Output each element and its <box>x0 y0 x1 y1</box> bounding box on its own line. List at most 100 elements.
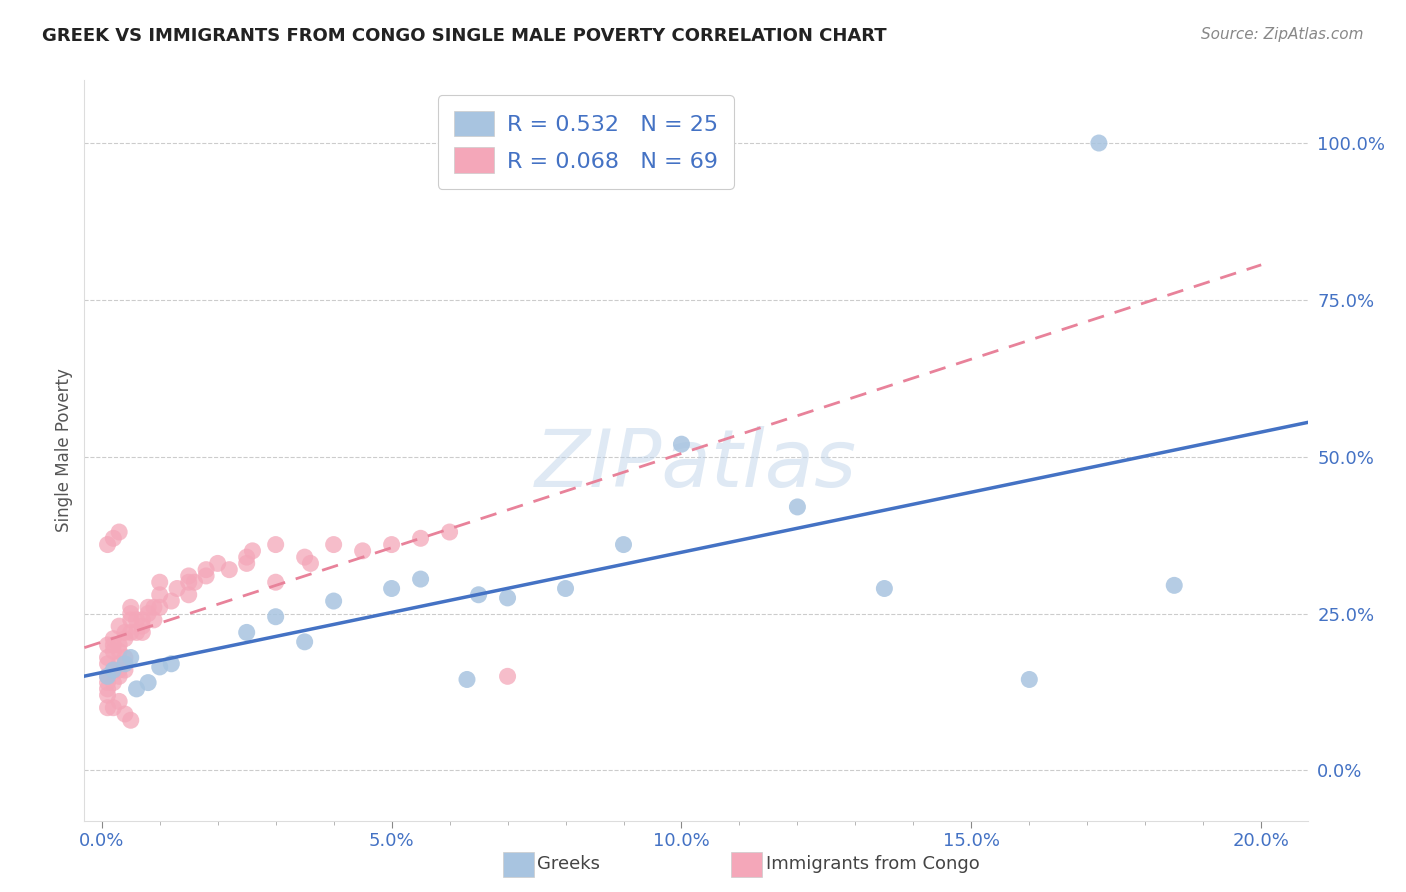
Point <box>108 638 131 652</box>
Point <box>322 594 344 608</box>
Point <box>439 524 461 539</box>
Point <box>671 437 693 451</box>
Point <box>496 669 519 683</box>
Point <box>96 688 118 702</box>
Text: Immigrants from Congo: Immigrants from Congo <box>766 855 980 873</box>
Point <box>183 575 205 590</box>
Point <box>136 600 159 615</box>
Y-axis label: Single Male Poverty: Single Male Poverty <box>55 368 73 533</box>
Point <box>235 557 257 571</box>
Point <box>103 663 125 677</box>
Point <box>125 613 148 627</box>
Point <box>467 588 489 602</box>
Point <box>120 650 142 665</box>
Text: ZIPatlas: ZIPatlas <box>534 426 858 504</box>
Text: Source: ZipAtlas.com: Source: ZipAtlas.com <box>1201 27 1364 42</box>
Point <box>103 632 125 646</box>
Point <box>409 531 432 545</box>
Point <box>114 706 136 721</box>
Point <box>554 582 576 596</box>
Point <box>381 538 404 552</box>
Point <box>264 538 287 552</box>
Point <box>96 638 118 652</box>
Point <box>160 594 183 608</box>
Point <box>149 575 172 590</box>
Point <box>103 531 125 545</box>
Point <box>136 675 159 690</box>
Point <box>108 669 131 683</box>
Point <box>96 669 118 683</box>
Point <box>103 638 125 652</box>
Point <box>120 713 142 727</box>
Point <box>786 500 808 514</box>
Point <box>352 544 374 558</box>
Point <box>125 681 148 696</box>
Point <box>114 657 136 671</box>
Point <box>456 673 478 687</box>
Point <box>264 609 287 624</box>
Point <box>612 538 634 552</box>
Point <box>103 675 125 690</box>
Point <box>103 644 125 658</box>
Point <box>120 613 142 627</box>
Point <box>114 650 136 665</box>
Point <box>195 569 218 583</box>
Point <box>409 572 432 586</box>
Point <box>120 600 142 615</box>
Point <box>108 619 131 633</box>
Point <box>1088 136 1111 150</box>
Point <box>108 657 131 671</box>
Point <box>96 650 118 665</box>
Point <box>120 625 142 640</box>
Point <box>108 694 131 708</box>
Point <box>177 569 200 583</box>
Point <box>114 625 136 640</box>
Point <box>142 600 165 615</box>
Point <box>242 544 264 558</box>
Point <box>1018 673 1040 687</box>
Point <box>114 663 136 677</box>
Point <box>96 700 118 714</box>
Point <box>160 657 183 671</box>
Point <box>294 635 316 649</box>
Point <box>177 575 200 590</box>
Point <box>149 588 172 602</box>
Point <box>1163 578 1185 592</box>
Point <box>235 550 257 565</box>
Point <box>322 538 344 552</box>
Point <box>96 675 118 690</box>
Point <box>96 669 118 683</box>
Point <box>149 660 172 674</box>
Point <box>114 632 136 646</box>
Point <box>108 663 131 677</box>
Point <box>103 663 125 677</box>
Point <box>96 681 118 696</box>
Point <box>299 557 322 571</box>
Point <box>177 588 200 602</box>
Point <box>125 625 148 640</box>
Point <box>207 557 229 571</box>
Point <box>142 613 165 627</box>
Point <box>96 538 118 552</box>
Text: Greeks: Greeks <box>537 855 600 873</box>
Point <box>235 625 257 640</box>
Point <box>103 700 125 714</box>
Point <box>496 591 519 605</box>
Text: GREEK VS IMMIGRANTS FROM CONGO SINGLE MALE POVERTY CORRELATION CHART: GREEK VS IMMIGRANTS FROM CONGO SINGLE MA… <box>42 27 887 45</box>
Point <box>120 607 142 621</box>
Point <box>166 582 188 596</box>
Point <box>131 625 153 640</box>
Point <box>294 550 316 565</box>
Point <box>381 582 404 596</box>
Point <box>108 524 131 539</box>
Point <box>131 619 153 633</box>
Point <box>149 600 172 615</box>
Point <box>96 657 118 671</box>
Point <box>264 575 287 590</box>
Legend: R = 0.532   N = 25, R = 0.068   N = 69: R = 0.532 N = 25, R = 0.068 N = 69 <box>439 95 734 188</box>
Point <box>873 582 896 596</box>
Point <box>108 644 131 658</box>
Point <box>218 563 240 577</box>
Point <box>136 607 159 621</box>
Point <box>195 563 218 577</box>
